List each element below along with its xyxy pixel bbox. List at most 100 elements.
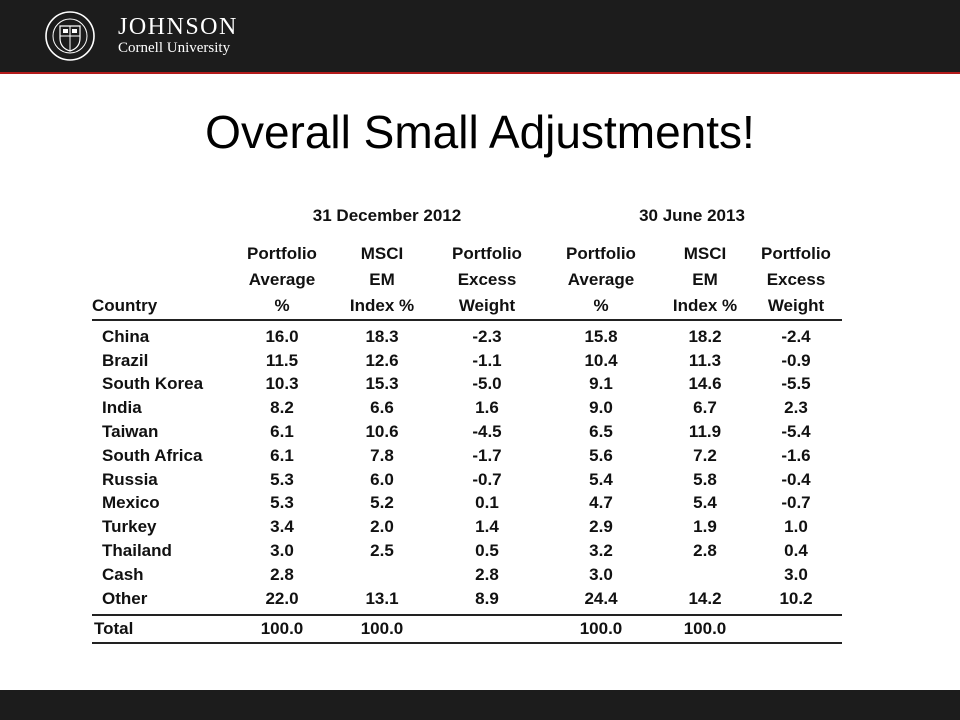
value-cell: 6.7	[693, 398, 717, 418]
country-cell: Turkey	[102, 517, 157, 537]
header-line: Portfolio	[566, 244, 636, 263]
value-cell: 18.3	[365, 326, 399, 346]
value-cell: 10.4	[584, 350, 618, 370]
value-cell: 5.8	[693, 469, 717, 489]
country-cell: China	[102, 326, 150, 346]
value-cell: 6.1	[270, 445, 294, 465]
table-row: Cash 2.8 2.8 3.0 3.0	[92, 563, 842, 587]
value-cell: 2.8	[270, 564, 294, 584]
value-cell: 22.0	[265, 588, 299, 608]
table-row: China 16.0 18.3 -2.3 15.8 18.2 -2.4	[92, 320, 842, 349]
column-header: Portfolio Average %	[542, 229, 660, 321]
top-bar: JOHNSON Cornell University	[0, 0, 960, 74]
column-header: Portfolio Excess Weight	[432, 229, 542, 321]
cornell-seal-icon	[45, 11, 95, 61]
value-cell: 3.4	[270, 517, 294, 537]
country-cell: Mexico	[102, 493, 160, 513]
header-line: Index %	[349, 296, 415, 315]
total-row: Total 100.0 100.0 100.0 100.0	[92, 613, 842, 644]
value-cell: -4.5	[472, 422, 502, 442]
value-cell: 6.1	[270, 422, 294, 442]
value-cell: -0.4	[781, 469, 811, 489]
value-cell: 13.1	[365, 588, 399, 608]
value-cell: 9.1	[589, 374, 613, 394]
value-cell: 15.8	[584, 326, 618, 346]
value-cell: 12.6	[365, 350, 399, 370]
logo-main-text: JOHNSON	[118, 14, 238, 40]
value-cell: 1.4	[475, 517, 499, 537]
value-cell: 0.4	[784, 541, 808, 561]
country-cell: India	[102, 398, 142, 418]
total-value-cell: 100.0	[232, 613, 332, 644]
country-cell: South Africa	[102, 445, 203, 465]
value-cell: 6.6	[370, 398, 394, 418]
header-line: MSCI	[360, 244, 404, 263]
country-cell: Taiwan	[102, 422, 159, 442]
value-cell: 2.8	[693, 541, 717, 561]
value-cell: 2.9	[589, 517, 613, 537]
value-cell: 3.0	[589, 564, 613, 584]
value-cell: 14.6	[688, 374, 722, 394]
value-cell: 2.8	[475, 564, 499, 584]
table-row: South Korea 10.3 15.3 -5.0 9.1 14.6 -5.5	[92, 373, 842, 397]
column-header: Portfolio Excess Weight	[750, 229, 842, 321]
table-row: Thailand 3.0 2.5 0.5 3.2 2.8 0.4	[92, 539, 842, 563]
value-cell: 5.4	[693, 493, 717, 513]
value-cell: 1.6	[475, 398, 499, 418]
value-cell: 8.2	[270, 398, 294, 418]
value-cell: 5.3	[270, 469, 294, 489]
value-cell: -0.9	[781, 350, 811, 370]
header-line: EM	[692, 270, 718, 289]
group-header-row: 31 December 2012 30 June 2013	[92, 203, 842, 229]
header-line: EM	[369, 270, 395, 289]
country-cell: Thailand	[102, 541, 172, 561]
table-row: Taiwan 6.1 10.6 -4.5 6.5 11.9 -5.4	[92, 420, 842, 444]
country-column-header: Country	[92, 229, 232, 321]
value-cell: 5.6	[589, 445, 613, 465]
column-header: MSCI EM Index %	[332, 229, 432, 321]
country-cell: Other	[102, 588, 148, 608]
portfolio-weights-table: 31 December 2012 30 June 2013 Country Po…	[92, 203, 842, 644]
value-cell	[660, 563, 750, 587]
total-value-cell	[432, 613, 542, 644]
value-cell: -5.5	[781, 374, 811, 394]
value-cell: -1.1	[472, 350, 502, 370]
total-value-cell: 100.0	[542, 613, 660, 644]
value-cell: 7.2	[693, 445, 717, 465]
table-row: Other 22.0 13.1 8.9 24.4 14.2 10.2	[92, 587, 842, 615]
value-cell: 2.0	[370, 517, 394, 537]
table-row: Turkey 3.4 2.0 1.4 2.9 1.9 1.0	[92, 515, 842, 539]
table-row: Russia 5.3 6.0 -0.7 5.4 5.8 -0.4	[92, 468, 842, 492]
logo-sub-text: Cornell University	[118, 40, 231, 56]
value-cell: 5.4	[589, 469, 613, 489]
group-header-jun-2013: 30 June 2013	[639, 206, 745, 225]
header-line: %	[593, 296, 609, 315]
value-cell: 24.4	[584, 588, 618, 608]
total-value-cell: 100.0	[332, 613, 432, 644]
value-cell: 11.3	[688, 350, 722, 370]
value-cell: 3.0	[784, 564, 808, 584]
value-cell: 4.7	[589, 493, 613, 513]
value-cell: 3.2	[589, 541, 613, 561]
table-row: South Africa 6.1 7.8 -1.7 5.6 7.2 -1.6	[92, 444, 842, 468]
value-cell: 6.0	[370, 469, 394, 489]
value-cell: -2.3	[472, 326, 502, 346]
country-cell: South Korea	[102, 374, 204, 394]
value-cell: 5.3	[270, 493, 294, 513]
table-row: India 8.2 6.6 1.6 9.0 6.7 2.3	[92, 396, 842, 420]
header-line: Average	[248, 270, 316, 289]
slide-title: Overall Small Adjustments!	[205, 106, 755, 158]
header-line: Excess	[457, 270, 517, 289]
value-cell: 7.8	[370, 445, 394, 465]
country-cell: Cash	[102, 564, 144, 584]
header-line: %	[274, 296, 290, 315]
value-cell: 10.2	[779, 588, 813, 608]
value-cell: -5.4	[781, 422, 811, 442]
value-cell: 0.5	[475, 541, 499, 561]
value-cell: 1.0	[784, 517, 808, 537]
header-line: Portfolio	[452, 244, 522, 263]
header-line: Portfolio	[761, 244, 831, 263]
group-header-dec-2012: 31 December 2012	[312, 206, 462, 225]
total-value-cell: 100.0	[660, 613, 750, 644]
country-cell: Russia	[102, 469, 158, 489]
